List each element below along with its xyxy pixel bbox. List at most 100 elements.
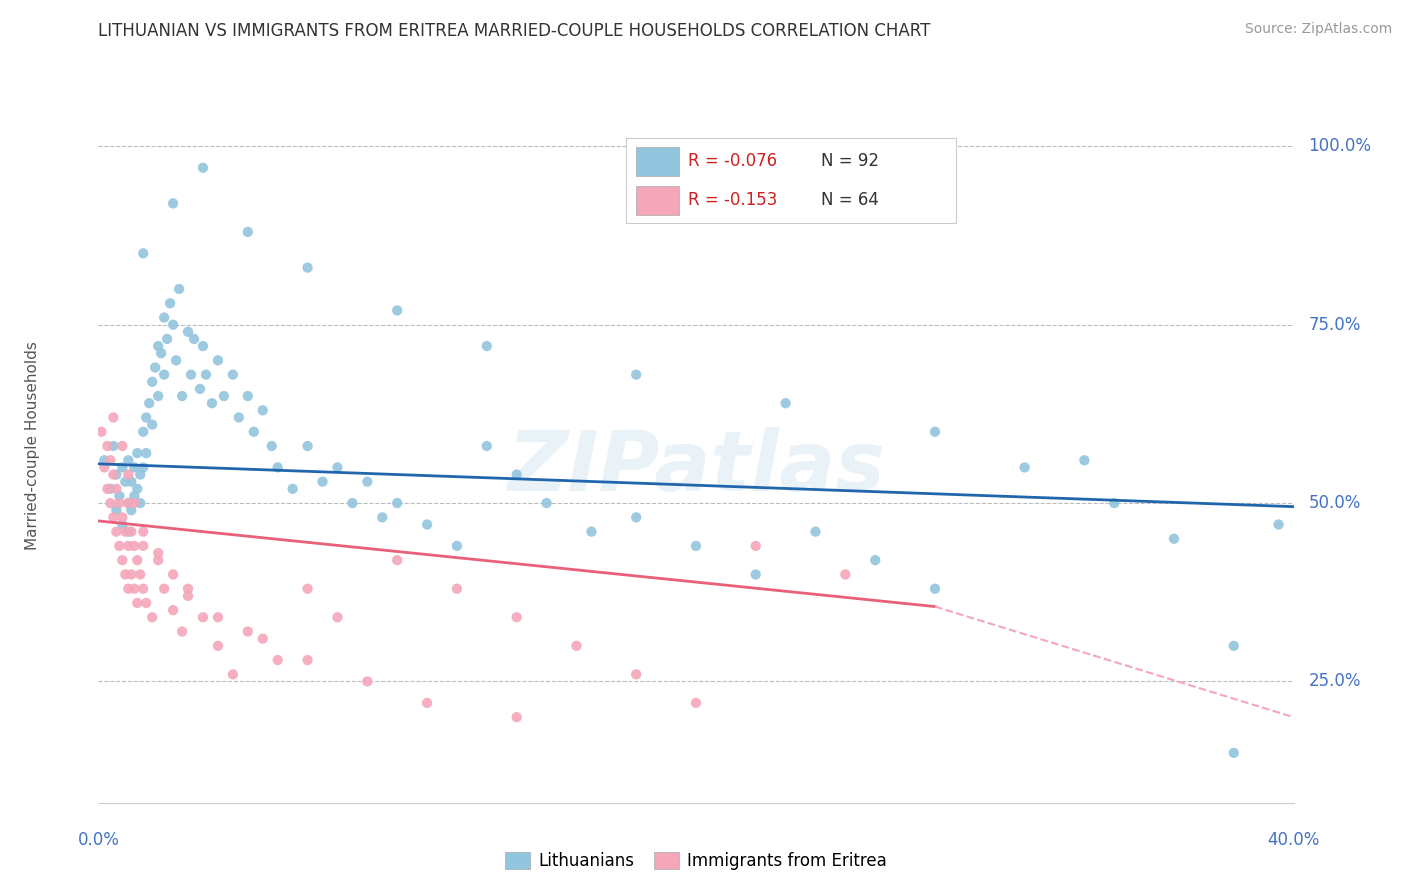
Point	[105, 482, 128, 496]
Point	[141, 417, 163, 432]
Point	[172, 624, 194, 639]
Point	[297, 260, 319, 275]
Point	[252, 403, 274, 417]
Point	[124, 460, 146, 475]
Point	[108, 539, 131, 553]
Point	[260, 439, 283, 453]
Point	[96, 439, 118, 453]
Point	[243, 425, 266, 439]
Point	[127, 596, 149, 610]
Point	[111, 510, 134, 524]
Point	[506, 467, 529, 482]
Point	[114, 475, 136, 489]
Text: N = 92: N = 92	[821, 153, 879, 170]
Point	[135, 410, 157, 425]
Point	[201, 396, 224, 410]
Point	[132, 539, 155, 553]
Point	[624, 368, 647, 382]
Legend: Lithuanians, Immigrants from Eritrea: Lithuanians, Immigrants from Eritrea	[498, 845, 894, 877]
Point	[385, 496, 409, 510]
Point	[191, 161, 214, 175]
Point	[188, 382, 211, 396]
Point	[385, 553, 409, 567]
Point	[132, 524, 155, 539]
Point	[475, 439, 498, 453]
Point	[127, 446, 149, 460]
Point	[326, 460, 349, 475]
Point	[103, 439, 125, 453]
Point	[129, 567, 152, 582]
Point	[153, 368, 176, 382]
Point	[124, 582, 146, 596]
Point	[177, 589, 200, 603]
Point	[143, 360, 166, 375]
Point	[103, 467, 125, 482]
Point	[103, 510, 125, 524]
Point	[745, 567, 768, 582]
Point	[172, 389, 194, 403]
Point	[446, 582, 468, 596]
Point	[416, 696, 439, 710]
Point	[124, 496, 146, 510]
Point	[117, 582, 139, 596]
Point	[153, 310, 176, 325]
Point	[356, 475, 378, 489]
Point	[624, 667, 647, 681]
Point	[581, 524, 603, 539]
Point	[236, 624, 259, 639]
Point	[191, 339, 214, 353]
Point	[624, 510, 647, 524]
Point	[207, 639, 229, 653]
Text: 75.0%: 75.0%	[1309, 316, 1361, 334]
Point	[96, 482, 118, 496]
Point	[141, 610, 163, 624]
Point	[162, 196, 184, 211]
Point	[212, 389, 235, 403]
Point	[156, 332, 179, 346]
Point	[124, 489, 146, 503]
Point	[536, 496, 558, 510]
Point	[114, 567, 136, 582]
Point	[222, 667, 245, 681]
Text: 100.0%: 100.0%	[1309, 137, 1371, 155]
Point	[129, 496, 152, 510]
Point	[135, 446, 157, 460]
Point	[311, 475, 333, 489]
Point	[111, 553, 134, 567]
Point	[105, 503, 128, 517]
Point	[117, 524, 139, 539]
Point	[222, 368, 245, 382]
Point	[1014, 460, 1036, 475]
Point	[117, 467, 139, 482]
Point	[236, 389, 259, 403]
Point	[685, 539, 707, 553]
Point	[98, 496, 122, 510]
Point	[120, 524, 142, 539]
Text: 25.0%: 25.0%	[1309, 673, 1361, 690]
Text: Source: ZipAtlas.com: Source: ZipAtlas.com	[1244, 22, 1392, 37]
Point	[162, 603, 184, 617]
Point	[108, 496, 131, 510]
Point	[924, 582, 946, 596]
Point	[326, 610, 349, 624]
Point	[148, 546, 170, 560]
Text: 0.0%: 0.0%	[77, 831, 120, 849]
Point	[105, 467, 128, 482]
Point	[117, 453, 139, 467]
Point	[132, 246, 155, 260]
Point	[236, 225, 259, 239]
Point	[865, 553, 887, 567]
Point	[506, 710, 529, 724]
Point	[1163, 532, 1185, 546]
Point	[132, 425, 155, 439]
Point	[93, 460, 115, 475]
Point	[207, 610, 229, 624]
Point	[124, 539, 146, 553]
Point	[267, 653, 290, 667]
Point	[108, 489, 131, 503]
Point	[297, 582, 319, 596]
Point	[105, 524, 128, 539]
Bar	[636, 186, 679, 214]
Point	[804, 524, 827, 539]
Point	[191, 610, 214, 624]
